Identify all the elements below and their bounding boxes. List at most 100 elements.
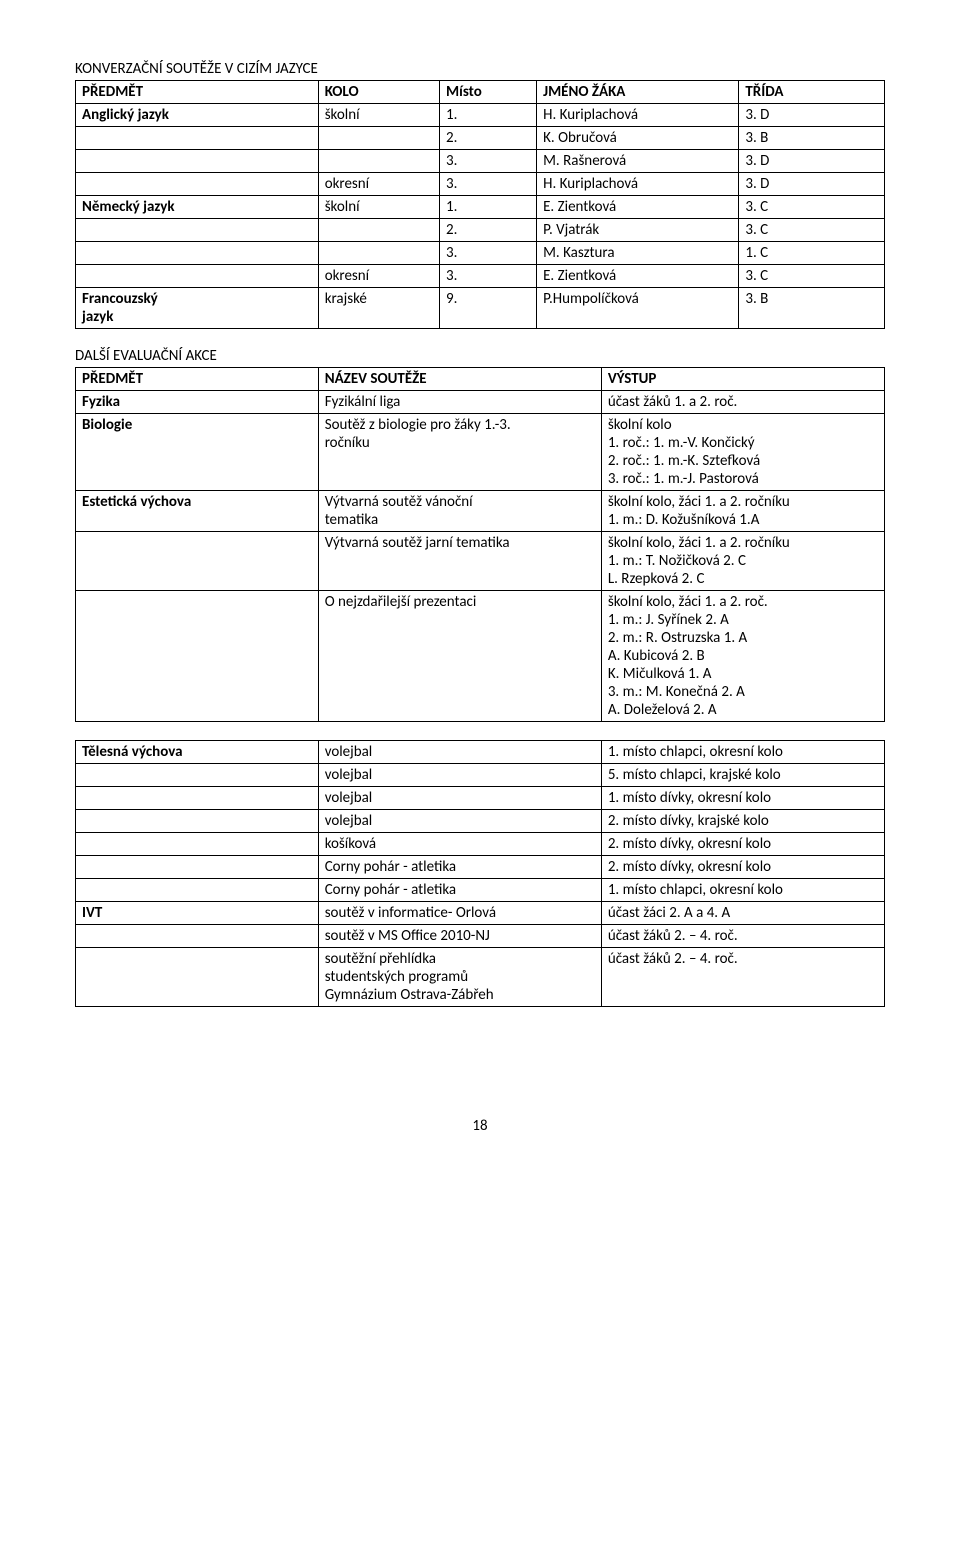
table-cell: školní kolo, žáci 1. a 2. roč. 1. m.: J.… bbox=[601, 591, 884, 722]
table-row: košíková2. místo dívky, okresní kolo bbox=[76, 833, 885, 856]
table-cell: účast žáků 2. – 4. roč. bbox=[601, 925, 884, 948]
table-cell: účast žáků 1. a 2. roč. bbox=[601, 391, 884, 414]
table-cell: 3. bbox=[440, 265, 537, 288]
table-row: soutěžní přehlídka studentských programů… bbox=[76, 948, 885, 1007]
table-row: Corny pohár - atletika1. místo chlapci, … bbox=[76, 879, 885, 902]
table-row: BiologieSoutěž z biologie pro žáky 1.-3.… bbox=[76, 414, 885, 491]
table-header-cell: TŘÍDA bbox=[739, 81, 885, 104]
table-cell: 3. bbox=[440, 242, 537, 265]
table-cell bbox=[76, 833, 319, 856]
table-cell: školní kolo 1. roč.: 1. m.-V. Končický 2… bbox=[601, 414, 884, 491]
table-cell: Fyzikální liga bbox=[318, 391, 601, 414]
table-cell: 1. bbox=[440, 196, 537, 219]
table-cell: účast žáci 2. A a 4. A bbox=[601, 902, 884, 925]
table-cell: volejbal bbox=[318, 741, 601, 764]
table-cell: soutěž v MS Office 2010-NJ bbox=[318, 925, 601, 948]
table-cell: M. Kasztura bbox=[537, 242, 739, 265]
table-row: okresní3.H. Kuriplachová3. D bbox=[76, 173, 885, 196]
table-cell bbox=[318, 127, 439, 150]
table-cell: volejbal bbox=[318, 764, 601, 787]
table-cell: 2. bbox=[440, 127, 537, 150]
table-cell: školní kolo, žáci 1. a 2. ročníku 1. m.:… bbox=[601, 491, 884, 532]
table-cell bbox=[76, 856, 319, 879]
table-cell: 2. místo dívky, okresní kolo bbox=[601, 833, 884, 856]
table-cell bbox=[76, 219, 319, 242]
table-cell: E. Zientková bbox=[537, 196, 739, 219]
table-cell bbox=[76, 127, 319, 150]
table-cell: Soutěž z biologie pro žáky 1.-3. ročníku bbox=[318, 414, 601, 491]
table-cell bbox=[76, 787, 319, 810]
table-cell: košíková bbox=[318, 833, 601, 856]
table-cell: Německý jazyk bbox=[76, 196, 319, 219]
table-cell: K. Obručová bbox=[537, 127, 739, 150]
table-row: 2.K. Obručová3. B bbox=[76, 127, 885, 150]
table-cell: 2. místo dívky, okresní kolo bbox=[601, 856, 884, 879]
table-row: Německý jazykškolní1.E. Zientková3. C bbox=[76, 196, 885, 219]
table-cell: Estetická výchova bbox=[76, 491, 319, 532]
table-cell: okresní bbox=[318, 173, 439, 196]
table-header-row: PŘEDMĚTKOLOMístoJMÉNO ŽÁKATŘÍDA bbox=[76, 81, 885, 104]
table-cell: školní bbox=[318, 196, 439, 219]
section2-title: DALŠÍ EVALUAČNÍ AKCE bbox=[75, 347, 885, 365]
table-cell bbox=[76, 925, 319, 948]
table-row: volejbal5. místo chlapci, krajské kolo bbox=[76, 764, 885, 787]
table-cell: P.Humpolíčková bbox=[537, 288, 739, 329]
table-row: O nejzdařilejší prezentaciškolní kolo, ž… bbox=[76, 591, 885, 722]
table-header-cell: NÁZEV SOUTĚŽE bbox=[318, 368, 601, 391]
page-number: 18 bbox=[75, 1117, 885, 1135]
table-cell bbox=[318, 242, 439, 265]
table-cell: Corny pohár - atletika bbox=[318, 879, 601, 902]
table-cell bbox=[76, 879, 319, 902]
table-cell: 2. bbox=[440, 219, 537, 242]
table-cell: 1. bbox=[440, 104, 537, 127]
table-cell: 5. místo chlapci, krajské kolo bbox=[601, 764, 884, 787]
table-cell bbox=[76, 173, 319, 196]
table-cell: Tělesná výchova bbox=[76, 741, 319, 764]
table-row: Tělesná výchovavolejbal1. místo chlapci,… bbox=[76, 741, 885, 764]
table-sports-it: Tělesná výchovavolejbal1. místo chlapci,… bbox=[75, 740, 885, 1007]
table-cell: 1. místo dívky, okresní kolo bbox=[601, 787, 884, 810]
table-row: FyzikaFyzikální ligaúčast žáků 1. a 2. r… bbox=[76, 391, 885, 414]
table-cell: H. Kuriplachová bbox=[537, 104, 739, 127]
table-header-cell: PŘEDMĚT bbox=[76, 368, 319, 391]
section1-title: KONVERZAČNÍ SOUTĚŽE V CIZÍM JAZYCE bbox=[75, 60, 885, 78]
table-cell: účast žáků 2. – 4. roč. bbox=[601, 948, 884, 1007]
table-cell bbox=[76, 591, 319, 722]
table-header-cell: Místo bbox=[440, 81, 537, 104]
table-cell: Biologie bbox=[76, 414, 319, 491]
table-cell: Fyzika bbox=[76, 391, 319, 414]
table-row: IVTsoutěž v informatice- Orlováúčast žác… bbox=[76, 902, 885, 925]
table-cell: 3. bbox=[440, 173, 537, 196]
table-row: okresní3.E. Zientková3. C bbox=[76, 265, 885, 288]
table-cell: M. Rašnerová bbox=[537, 150, 739, 173]
table-row: Anglický jazykškolní1.H. Kuriplachová3. … bbox=[76, 104, 885, 127]
table-cell: 3. C bbox=[739, 219, 885, 242]
table-cell bbox=[76, 150, 319, 173]
table-cell: O nejzdařilejší prezentaci bbox=[318, 591, 601, 722]
table-header-cell: VÝSTUP bbox=[601, 368, 884, 391]
table-cell: Výtvarná soutěž vánoční tematika bbox=[318, 491, 601, 532]
table-cell: soutěžní přehlídka studentských programů… bbox=[318, 948, 601, 1007]
table-cell bbox=[318, 150, 439, 173]
table-cell: E. Zientková bbox=[537, 265, 739, 288]
table-cell: školní bbox=[318, 104, 439, 127]
table-header-cell: PŘEDMĚT bbox=[76, 81, 319, 104]
table-row: Francouzský jazykkrajské9.P.Humpolíčková… bbox=[76, 288, 885, 329]
table-cell: Francouzský jazyk bbox=[76, 288, 319, 329]
table-cell: Anglický jazyk bbox=[76, 104, 319, 127]
table-evaluations: PŘEDMĚTNÁZEV SOUTĚŽEVÝSTUPFyzikaFyzikáln… bbox=[75, 367, 885, 722]
table-cell: 3. C bbox=[739, 196, 885, 219]
table-row: Estetická výchovaVýtvarná soutěž vánoční… bbox=[76, 491, 885, 532]
table-cell: 3. bbox=[440, 150, 537, 173]
table-cell: 3. D bbox=[739, 173, 885, 196]
table-cell: 1. místo chlapci, okresní kolo bbox=[601, 879, 884, 902]
table-cell: P. Vjatrák bbox=[537, 219, 739, 242]
table-cell: volejbal bbox=[318, 810, 601, 833]
table-row: 3.M. Rašnerová3. D bbox=[76, 150, 885, 173]
table-cell: Corny pohár - atletika bbox=[318, 856, 601, 879]
table-cell: krajské bbox=[318, 288, 439, 329]
table-cell: 1. C bbox=[739, 242, 885, 265]
table-row: soutěž v MS Office 2010-NJúčast žáků 2. … bbox=[76, 925, 885, 948]
table-cell bbox=[76, 948, 319, 1007]
table-row: volejbal1. místo dívky, okresní kolo bbox=[76, 787, 885, 810]
